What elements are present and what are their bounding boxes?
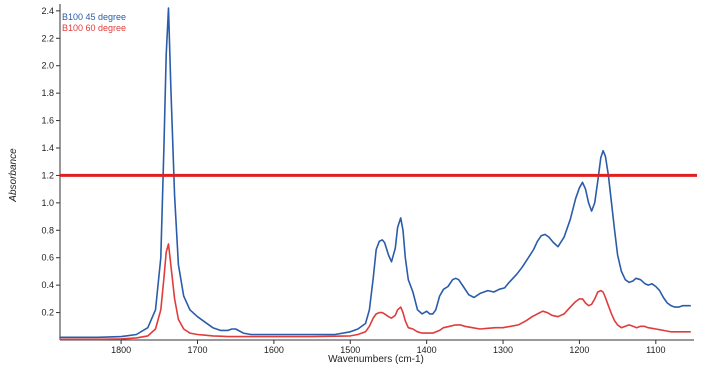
x-tick-label: 1300 — [493, 345, 513, 355]
x-tick-label: 1700 — [187, 345, 207, 355]
y-axis-ticks: 0.2 0.4 0.6 0.8 1.0 1.2 1.4 1.6 1.8 2.0 2.2 2.4 — [41, 6, 60, 318]
legend-entry-60-degree: B100 60 degree — [62, 23, 126, 33]
y-tick-label: 2.2 — [41, 33, 54, 43]
y-tick-label: 0.8 — [41, 225, 54, 235]
y-tick-label: 0.6 — [41, 253, 54, 263]
y-tick-label: 0.4 — [41, 280, 54, 290]
x-tick-label: 1600 — [264, 345, 284, 355]
y-axis-label: Absorbance — [8, 148, 19, 203]
series-layer — [59, 7, 691, 341]
series-line-45-degree — [59, 7, 691, 339]
x-tick-label: 1200 — [569, 345, 589, 355]
y-tick-label: 1.0 — [41, 198, 54, 208]
y-tick-label: 0.2 — [41, 308, 54, 318]
y-tick-label: 1.6 — [41, 116, 54, 126]
x-axis-ticks: 1800 1700 1600 1500 1400 1300 1200 1100 — [111, 340, 665, 355]
x-tick-label: 1100 — [646, 345, 665, 355]
y-tick-label: 1.2 — [41, 170, 54, 180]
x-axis-label: Wavenumbers (cm-1) — [328, 354, 424, 365]
x-tick-label: 1400 — [417, 345, 437, 355]
y-tick-label: 2.4 — [41, 6, 54, 16]
y-tick-label: 2.0 — [41, 61, 54, 71]
x-tick-label: 1800 — [111, 345, 131, 355]
series-line-60-degree — [59, 243, 691, 341]
y-tick-label: 1.4 — [41, 143, 54, 153]
legend-entry-45-degree: B100 45 degree — [62, 12, 126, 22]
y-tick-label: 1.8 — [41, 88, 54, 98]
x-tick-label: 1500 — [340, 345, 360, 355]
